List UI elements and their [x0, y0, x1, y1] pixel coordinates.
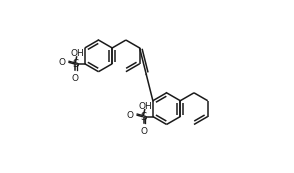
Text: S: S [140, 112, 147, 122]
Text: O: O [72, 74, 79, 83]
Text: OH: OH [71, 49, 84, 58]
Text: O: O [140, 127, 147, 136]
Text: O: O [126, 111, 133, 120]
Text: OH: OH [139, 102, 152, 111]
Text: S: S [72, 59, 79, 69]
Text: O: O [58, 58, 65, 67]
